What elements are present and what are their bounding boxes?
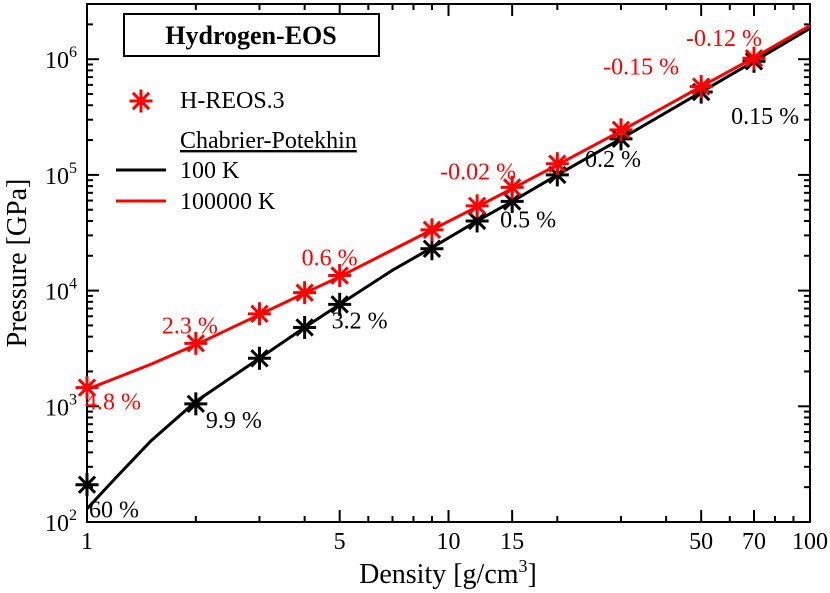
- series-marker-100000k-stroke: [548, 154, 567, 173]
- annotation-100000k: 0.6 %: [302, 246, 358, 272]
- annotation-100k: 0.2 %: [585, 147, 641, 173]
- x-axis-label-sup: 3: [519, 556, 528, 576]
- series-marker-100k-stroke: [422, 239, 442, 258]
- series-marker-100k: [328, 292, 352, 316]
- legend-marker-icon: [129, 89, 153, 113]
- y-tick-label-exp: 4: [69, 276, 77, 293]
- y-tick-label-base: 10: [45, 395, 69, 421]
- series-marker-100k: [247, 346, 271, 370]
- legend-marker-label: H-REOS.3: [180, 88, 285, 114]
- series-marker-100000k: [742, 46, 766, 70]
- y-tick-label-exp: 2: [69, 507, 77, 524]
- legend-group-label: Chabrier-Potekhin: [180, 128, 357, 154]
- series-marker-100k-stroke: [295, 318, 314, 337]
- annotation-100k: 0.5 %: [500, 207, 556, 233]
- series-marker-100000k-stroke: [502, 178, 522, 197]
- series-marker-100k: [75, 473, 99, 497]
- series-marker-100000k: [293, 281, 317, 305]
- legend: H-REOS.3 Chabrier-Potekhin 100 K 100000 …: [116, 88, 357, 215]
- y-tick-label: 104: [45, 276, 77, 306]
- x-tick-label: 1: [81, 529, 93, 555]
- series-marker-100k-stroke: [77, 475, 97, 494]
- annotation-100k: 0.15 %: [731, 104, 799, 130]
- x-tick-label: 70: [742, 529, 766, 555]
- series-marker-100000k: [328, 264, 352, 288]
- series-marker-100000k-stroke: [467, 196, 487, 216]
- x-tick-label: 100: [792, 529, 828, 555]
- series-group: [75, 24, 811, 510]
- series-marker-100000k-stroke: [330, 266, 349, 285]
- series-marker-100000k-stroke: [77, 378, 97, 397]
- series-marker-100000k: [247, 302, 271, 326]
- series-line-100k: [85, 27, 811, 510]
- series-marker-100000k-stroke: [422, 220, 442, 240]
- series-marker-100000k: [420, 218, 444, 242]
- series-marker-100000k-stroke: [295, 283, 314, 302]
- legend-marker-star-stroke: [131, 91, 151, 111]
- x-axis-label: Density [g/cm3]: [359, 556, 537, 590]
- series-marker-100000k: [465, 194, 489, 218]
- annotation-100000k: 2.3 %: [162, 313, 218, 339]
- series-marker-100000k: [75, 376, 99, 400]
- y-tick-label: 103: [45, 391, 77, 421]
- series-marker-100000k-stroke: [691, 77, 711, 96]
- y-tick-label: 106: [45, 44, 77, 74]
- annotation-100k: 9.9 %: [206, 408, 262, 434]
- x-tick-label: 50: [689, 529, 713, 555]
- y-tick-label: 105: [45, 160, 77, 190]
- x-tick-label: 10: [437, 529, 461, 555]
- series-marker-100k-stroke: [467, 211, 487, 231]
- title-box: [123, 13, 380, 57]
- legend-marker-star: [129, 89, 153, 113]
- annotation-100000k: 4.8 %: [85, 390, 141, 416]
- series-marker-100k-stroke: [502, 192, 522, 211]
- series-marker-100k-stroke: [330, 295, 349, 314]
- series-marker-100k: [465, 209, 489, 233]
- legend-label-100k: 100 K: [180, 158, 240, 184]
- series-marker-100000k-stroke: [744, 49, 764, 68]
- series-marker-100k-stroke: [186, 394, 206, 414]
- annotation-100k: 3.2 %: [332, 308, 388, 334]
- series-marker-100000k: [609, 118, 633, 142]
- annotation-100000k: -0.15 %: [603, 55, 679, 81]
- x-axis-label-close: ]: [528, 559, 537, 590]
- annotation-group: 60 % 9.9 % 3.2 % 0.5 % 0.2 % 0.15 % 4.8 % 2.3 %…: [85, 26, 799, 524]
- x-axis-label-main: Density [g/cm: [359, 559, 519, 590]
- annotation-100000k: -0.02 %: [440, 159, 516, 185]
- y-tick-label-base: 10: [45, 48, 69, 74]
- y-tick-label-base: 10: [45, 511, 69, 537]
- series-marker-100000k: [689, 75, 713, 99]
- series-marker-100000k: [500, 175, 524, 199]
- y-tick-label-exp: 5: [69, 160, 77, 177]
- y-tick-label-exp: 6: [69, 44, 77, 61]
- series-marker-100k: [420, 237, 444, 261]
- y-tick-label-base: 10: [45, 164, 69, 190]
- series-marker-100k-stroke: [250, 349, 269, 368]
- y-axis-label: Pressure [GPa]: [2, 179, 33, 348]
- series-marker-100k: [184, 392, 208, 416]
- x-tick-label: 5: [334, 529, 346, 555]
- legend-label-100000k: 100000 K: [180, 189, 276, 215]
- y-tick-label-exp: 3: [69, 391, 77, 408]
- series-marker-100000k-stroke: [611, 120, 631, 140]
- annotation-100000k: -0.12 %: [686, 26, 762, 52]
- series-marker-100000k: [184, 331, 208, 355]
- series-marker-100k: [293, 315, 317, 339]
- y-tick-label: 102: [45, 507, 77, 537]
- x-tick-label: 15: [500, 529, 524, 555]
- annotation-100k: 60 %: [89, 498, 139, 524]
- series-marker-100000k-stroke: [250, 304, 269, 324]
- series-marker-100000k-stroke: [186, 334, 206, 353]
- series-marker-100000k: [545, 152, 569, 176]
- chart-title: Hydrogen-EOS: [165, 21, 336, 50]
- y-tick-label-base: 10: [45, 280, 69, 306]
